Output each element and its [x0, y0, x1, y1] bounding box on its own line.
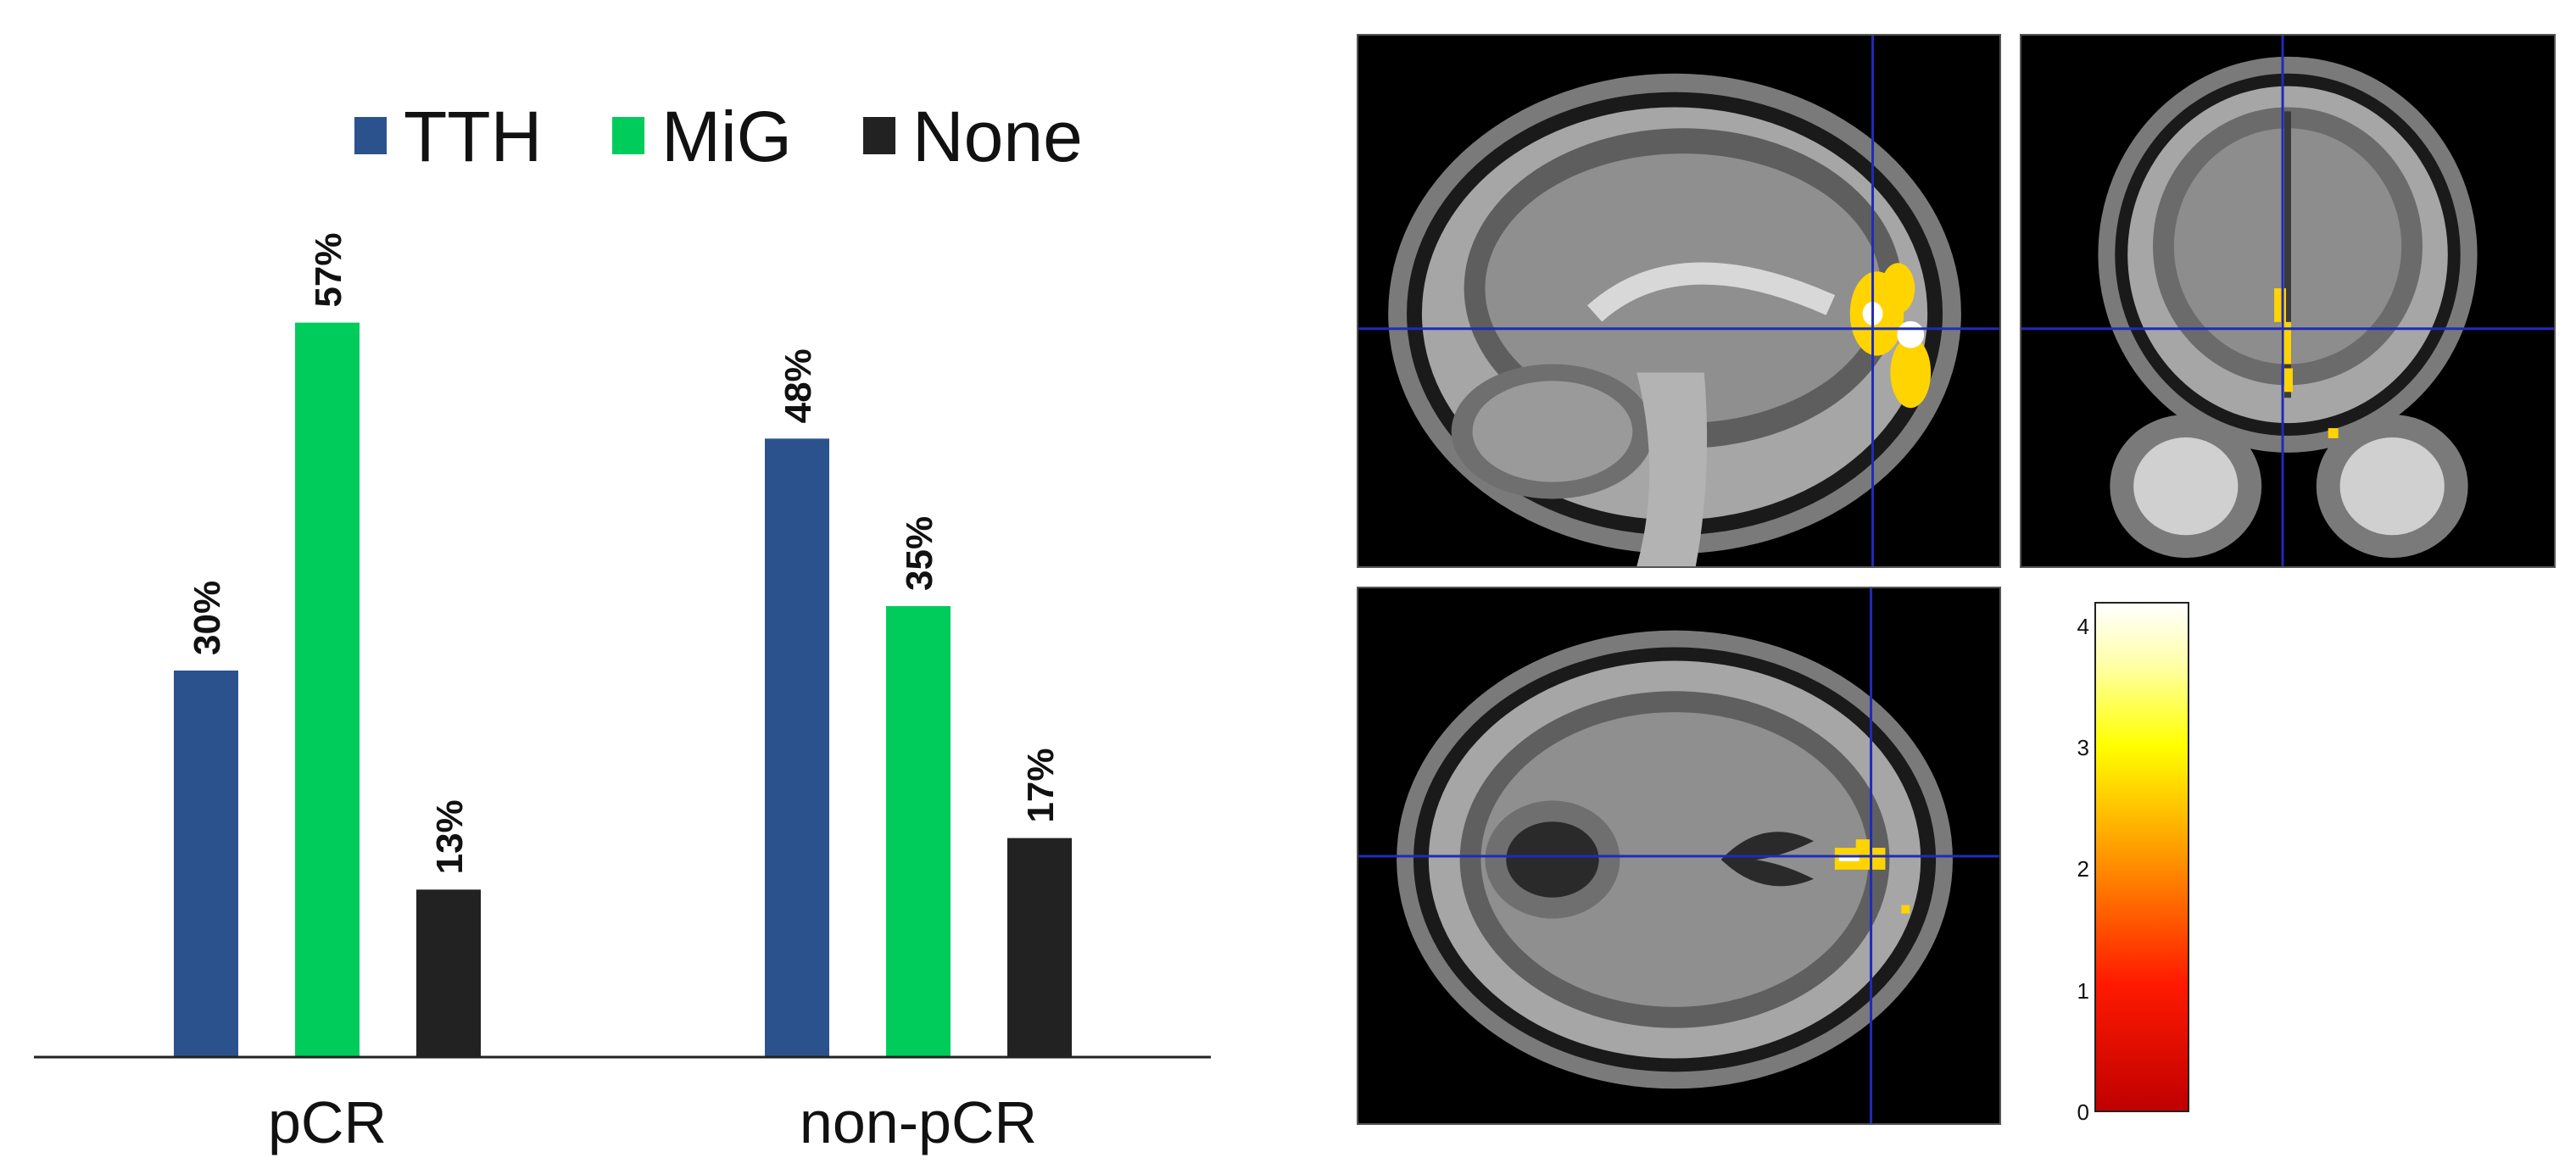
category-labels-group: pCR non-pCR — [268, 1089, 1037, 1155]
mri-axial-view — [1357, 587, 2001, 1125]
value-label-tth-pcr: 30% — [187, 581, 228, 655]
mri-sagittal-view — [1357, 34, 2001, 568]
colorbar-tick-0: 0 — [2077, 1099, 2089, 1125]
bar-chart: TTH MiG None 30% 48% 57% 35% 13% 17% pCR non-pCR — [34, 97, 1211, 1155]
legend-swatch-none — [863, 117, 895, 154]
mri-coronal-view — [2020, 34, 2556, 568]
colorbar-tick-4: 4 — [2077, 613, 2089, 639]
bar-tth-pcr — [174, 671, 238, 1057]
value-label-tth-non-pcr: 48% — [778, 348, 819, 423]
legend-label-mig: MiG — [661, 97, 792, 176]
category-label-non-pcr: non-pCR — [800, 1089, 1037, 1155]
category-label-pcr: pCR — [268, 1089, 387, 1155]
activation-cluster-axial — [1834, 839, 1910, 914]
coronal-brain-image — [2021, 36, 2554, 566]
bar-mig-pcr — [295, 322, 360, 1058]
legend-label-none: None — [912, 97, 1083, 176]
bar-none-pcr — [416, 889, 481, 1057]
bar-mig-non-pcr — [886, 606, 951, 1057]
colorbar-gradient — [2094, 602, 2189, 1112]
legend-swatch-tth — [354, 117, 387, 154]
sagittal-brain-image — [1358, 36, 1999, 566]
value-label-mig-non-pcr: 35% — [899, 516, 940, 591]
bar-none-non-pcr — [1007, 838, 1072, 1057]
colorbar-tick-3: 3 — [2077, 735, 2089, 760]
legend-swatch-mig — [612, 117, 644, 154]
value-label-none-non-pcr: 17% — [1020, 749, 1062, 823]
colorbar: 0 1 2 3 4 — [2052, 598, 2222, 1123]
value-label-mig-pcr: 57% — [308, 233, 349, 308]
bar-tth-non-pcr — [765, 438, 829, 1057]
colorbar-tick-1: 1 — [2077, 977, 2089, 1004]
value-label-none-pcr: 13% — [429, 799, 471, 874]
activation-cluster-sagittal — [1849, 263, 1932, 409]
colorbar-tick-2: 2 — [2077, 856, 2089, 882]
bars-group — [174, 322, 1072, 1058]
legend-label-tth: TTH — [404, 97, 542, 176]
value-labels-group: 30% 48% 57% 35% 13% 17% — [187, 233, 1062, 875]
axial-brain-image — [1358, 588, 1999, 1123]
chart-legend: TTH MiG None — [354, 97, 1083, 176]
